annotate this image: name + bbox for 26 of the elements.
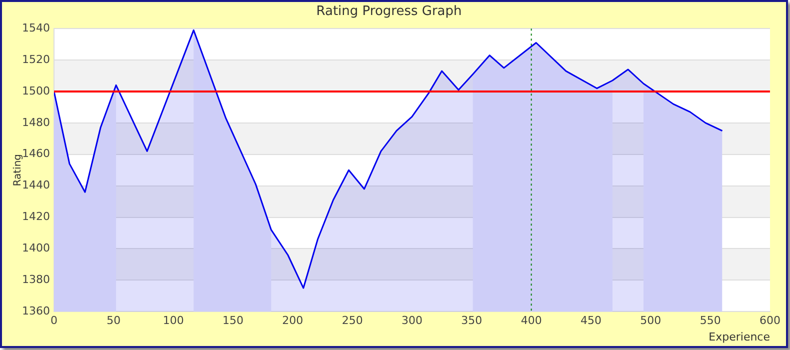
x-tick-label: 200 [282, 314, 304, 328]
y-tick-label: 1500 [22, 84, 50, 98]
x-tick-label: 150 [222, 314, 244, 328]
chart-title: Rating Progress Graph [316, 4, 462, 20]
x-tick-label: 500 [640, 314, 662, 328]
x-tick-label: 0 [50, 314, 58, 328]
y-tick-label: 1540 [22, 21, 50, 34]
y-tick-label: 1440 [22, 178, 50, 192]
x-tick-label: 300 [401, 314, 422, 328]
y-tick-label: 1360 [22, 304, 50, 318]
x-tick-label: 100 [162, 314, 184, 328]
y-tick-label: 1480 [22, 116, 50, 129]
y-tick-label: 1400 [22, 242, 50, 255]
y-tick-label: 1460 [22, 147, 50, 160]
x-tick-label: 350 [461, 314, 482, 328]
x-tick-label: 400 [520, 314, 542, 328]
y-tick-label: 1420 [22, 210, 50, 224]
y-axis-title: Rating [12, 154, 24, 186]
x-tick-label: 50 [106, 314, 121, 328]
x-tick-label: 250 [342, 314, 363, 328]
x-tick-label: 450 [580, 314, 602, 328]
y-tick-label: 1380 [22, 273, 50, 286]
x-axis-title: Experience [708, 330, 770, 344]
x-tick-label: 550 [700, 314, 721, 328]
y-tick-label: 1520 [22, 52, 50, 66]
x-tick-label: 600 [760, 314, 780, 328]
